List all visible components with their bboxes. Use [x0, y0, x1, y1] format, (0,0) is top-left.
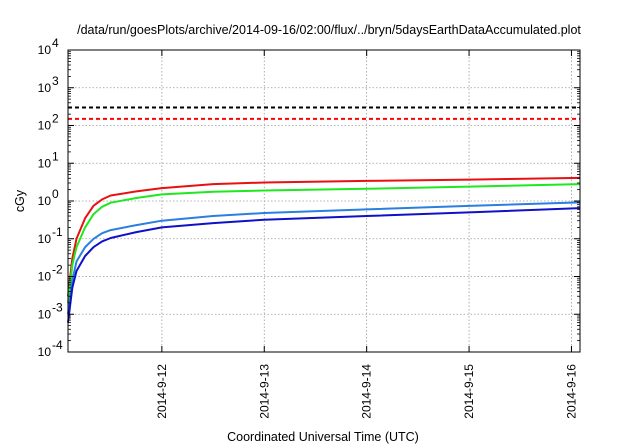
y-tick-label: 10 — [38, 119, 52, 133]
y-tick-exponent: -4 — [52, 338, 63, 352]
y-tick-exponent: 3 — [52, 74, 59, 88]
y-tick-label: 10 — [38, 345, 52, 359]
y-tick-label: 10 — [38, 43, 52, 57]
y-tick-exponent: 0 — [52, 187, 59, 201]
series-line — [67, 176, 581, 297]
threshold-lines — [68, 106, 580, 120]
y-tick-exponent: 1 — [52, 149, 59, 163]
y-tick-exponent: -1 — [52, 225, 63, 239]
y-tick-label: 10 — [38, 307, 52, 321]
x-tick-label: 2014-9-16 — [564, 364, 578, 419]
y-tick-exponent: 4 — [52, 36, 59, 50]
y-tick-label: 10 — [38, 81, 52, 95]
series-line — [67, 201, 581, 315]
x-tick-label: 2014-9-12 — [155, 364, 169, 419]
grid — [68, 50, 580, 352]
series-lines — [67, 176, 581, 323]
x-axis: 2014-9-12 2014-9-13 2014-9-14 2014-9-15 2014… — [155, 50, 578, 419]
y-tick-label: 10 — [38, 232, 52, 246]
y-tick-exponent: -2 — [52, 263, 63, 277]
x-tick-label: 2014-9-14 — [360, 364, 374, 419]
y-tick-label: 10 — [38, 194, 52, 208]
y-axis-label: cGy — [13, 189, 27, 212]
y-tick-label: 10 — [38, 270, 52, 284]
series-line — [67, 183, 581, 304]
series-line — [67, 207, 581, 323]
x-axis-label: Coordinated Universal Time (UTC) — [227, 430, 419, 444]
x-tick-label: 2014-9-13 — [257, 364, 271, 419]
chart-title: /data/run/goesPlots/archive/2014-09-16/0… — [77, 23, 581, 37]
y-tick-exponent: 2 — [52, 112, 59, 126]
y-tick-exponent: -3 — [52, 300, 63, 314]
x-tick-label: 2014-9-15 — [462, 364, 476, 419]
y-tick-label: 10 — [38, 156, 52, 170]
